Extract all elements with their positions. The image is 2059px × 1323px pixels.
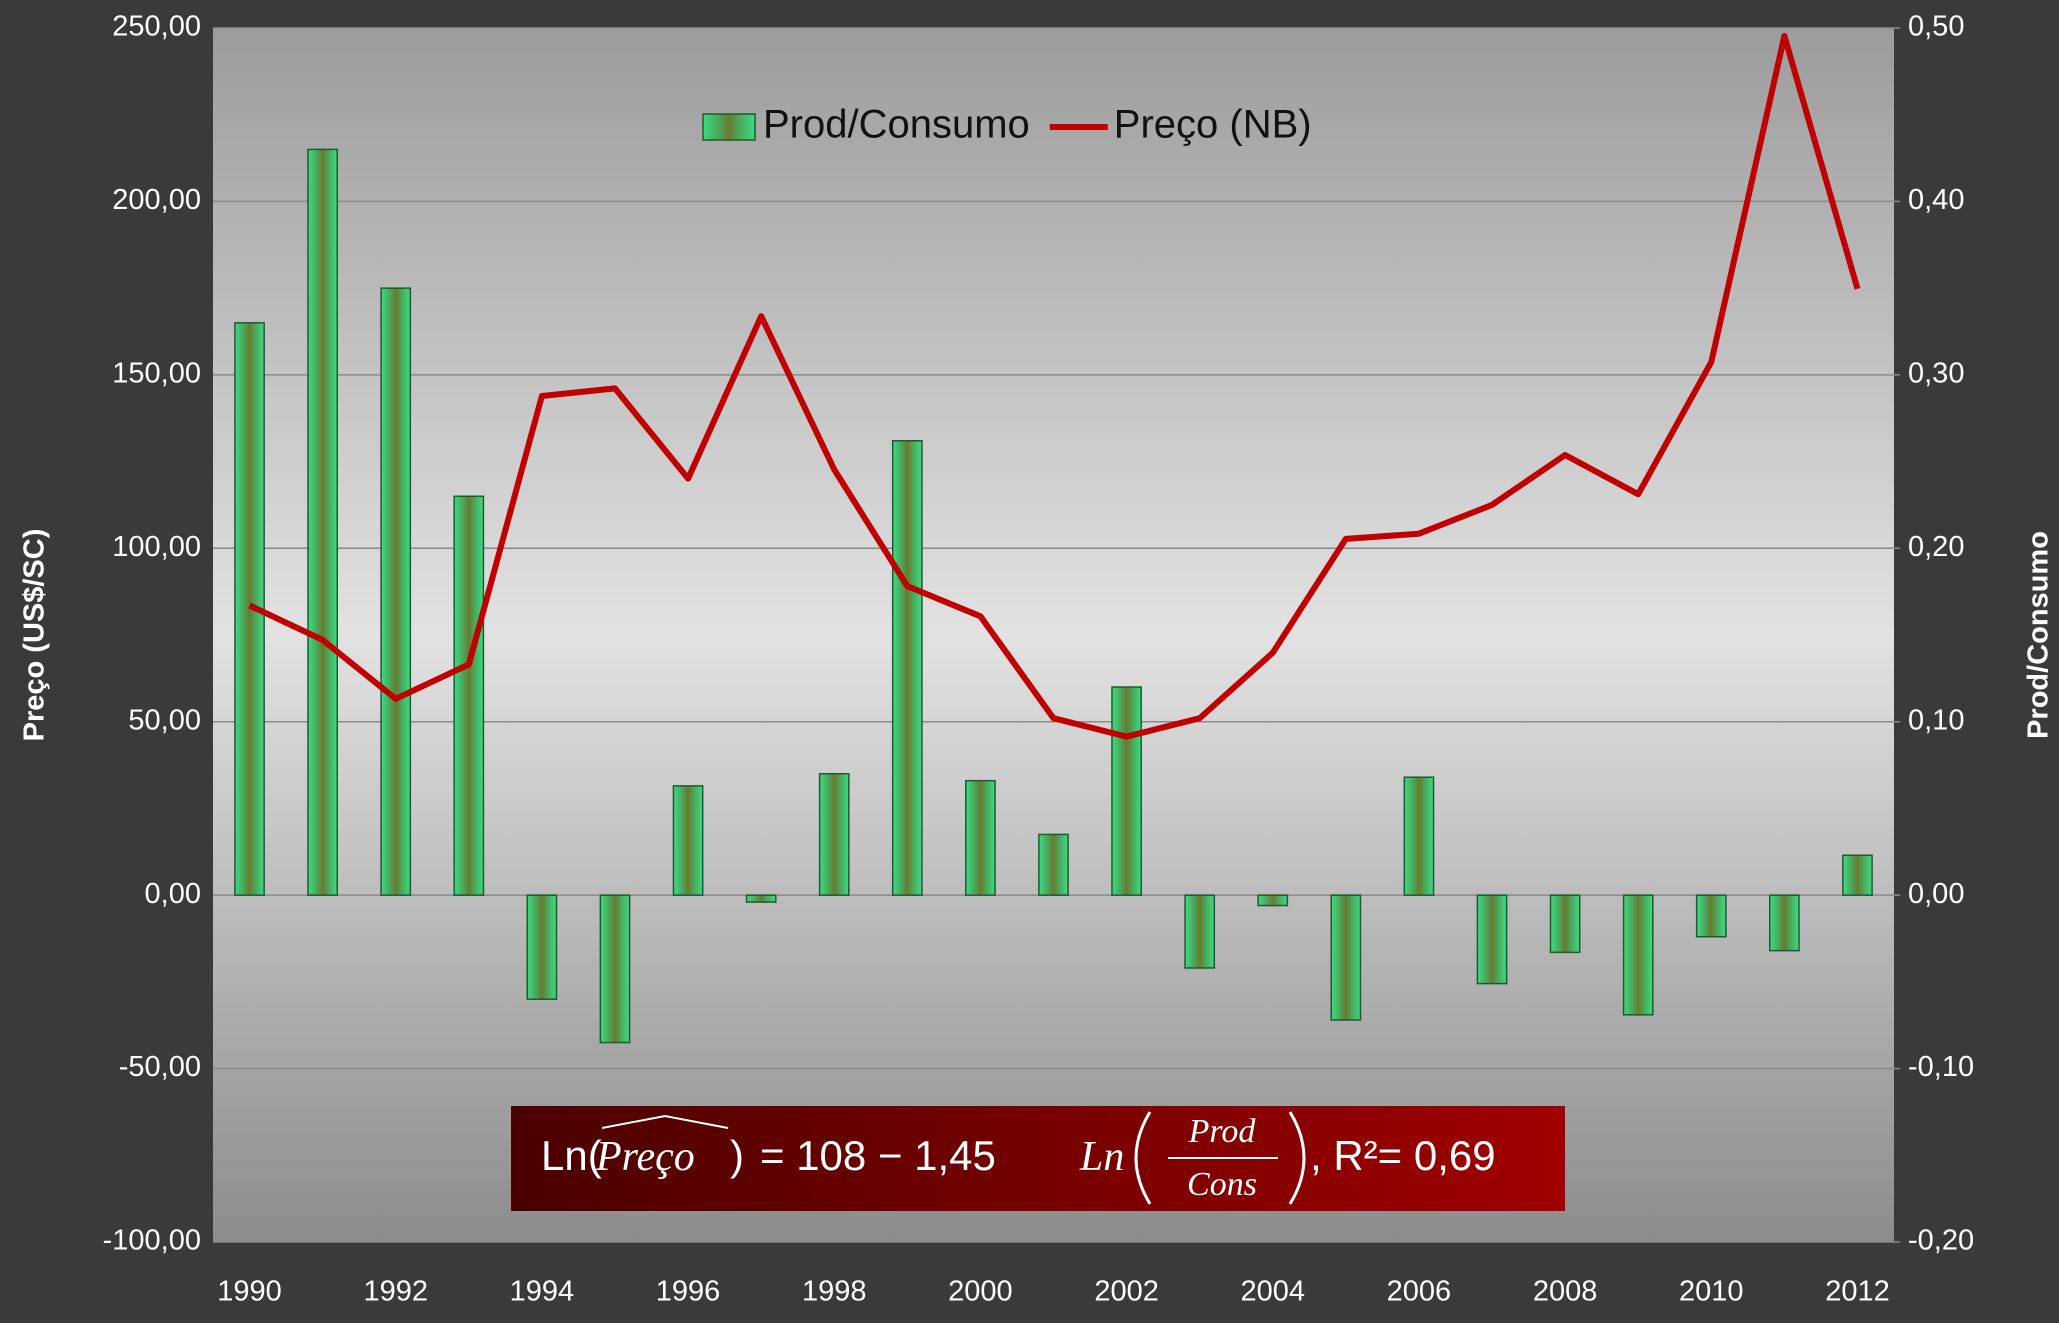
y2-tick-label: 0,20 [1908,531,1964,563]
equation-lhs-close: ) [730,1132,744,1179]
plot-area [213,28,1894,1242]
y2-tick-label: 0,50 [1908,11,1964,43]
bar [1330,894,1362,1021]
y2-axis-title: Prod/Consumo [2023,531,2055,739]
bar [745,894,777,903]
bar [380,287,412,896]
bar [1038,833,1069,896]
paren-right [1288,1111,1306,1205]
bar [1769,894,1800,952]
bar [1111,686,1142,896]
y-tick-label: 250,00 [112,11,201,43]
equation-rhs-func: Ln [1079,1134,1124,1180]
x-tick-label: 2008 [1533,1276,1598,1308]
bar [1549,894,1581,954]
legend-label: Preço (NB) [1114,103,1312,147]
y2-tick-label: 0,00 [1908,878,1964,910]
bar [1257,894,1289,907]
bar [1842,854,1873,896]
equation-numerator: Prod [1188,1113,1257,1150]
equation-fit: , R²= 0,69 [1310,1132,1496,1179]
equation-background [511,1106,1565,1211]
y2-tick-label: -0,10 [1908,1051,1974,1083]
y2-tick-label: 0,30 [1908,358,1964,390]
y-tick-label: 100,00 [112,531,201,563]
x-tick-label: 1990 [217,1276,282,1308]
bar [1622,894,1654,1016]
x-tick-label: 2002 [1094,1276,1159,1308]
bar [599,894,631,1044]
equation-rhs: = 108 − 1,45 [760,1132,996,1179]
bar [1184,894,1216,969]
y2-tick-label: 0,10 [1908,704,1964,736]
equation-box: Ln( Preço ) = 108 − 1,45 Ln Prod Cons , … [511,1106,1565,1211]
legend-label: Prod/Consumo [763,103,1030,147]
bar [891,440,923,896]
y-tick-label: -100,00 [103,1225,201,1257]
line [248,33,1861,740]
y2-tick-label: -0,20 [1908,1225,1974,1257]
equation-denominator: Cons [1187,1166,1257,1203]
legend-swatch [702,113,756,141]
x-tick-label: 2006 [1387,1276,1452,1308]
y-tick-label: 50,00 [128,704,201,736]
bar [1695,894,1727,938]
bar [965,779,996,896]
bar [526,894,558,1000]
bar [453,495,485,896]
x-tick-label: 1994 [510,1276,575,1308]
hat [601,1114,729,1129]
bar [818,772,850,896]
y-tick-label: -50,00 [119,1051,201,1083]
x-tick-label: 2012 [1825,1276,1890,1308]
x-tick-label: 1992 [363,1276,428,1308]
bar [1476,894,1508,985]
y-tick-label: 200,00 [112,184,201,216]
x-tick-label: 2000 [948,1276,1013,1308]
y2-tick-label: 0,40 [1908,184,1964,216]
equation-lhs-var: Preço [595,1134,695,1180]
bar [1403,776,1435,896]
y-tick-label: 150,00 [112,358,201,390]
x-tick-label: 2004 [1241,1276,1306,1308]
x-tick-label: 2010 [1679,1276,1744,1308]
y-tick-label: 0,00 [145,878,201,910]
bar [672,785,704,896]
equation-lhs-func: Ln( [541,1132,602,1179]
x-tick-label: 1996 [656,1276,721,1308]
y-axis-title: Preço (US$/SC) [19,529,51,742]
paren-left [1134,1111,1152,1205]
bar [307,148,338,896]
x-tick-label: 1998 [802,1276,867,1308]
